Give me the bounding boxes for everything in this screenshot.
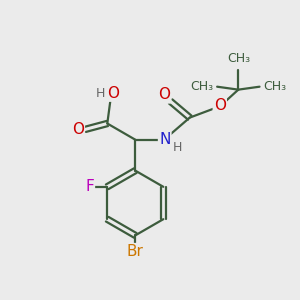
Text: H: H bbox=[172, 141, 182, 154]
Text: Br: Br bbox=[127, 244, 144, 259]
Text: O: O bbox=[214, 98, 226, 113]
Text: H: H bbox=[96, 87, 106, 100]
Text: CH₃: CH₃ bbox=[227, 52, 250, 65]
Text: O: O bbox=[72, 122, 84, 137]
Text: O: O bbox=[158, 87, 170, 102]
Text: CH₃: CH₃ bbox=[190, 80, 213, 93]
Text: CH₃: CH₃ bbox=[263, 80, 286, 93]
Text: O: O bbox=[107, 86, 119, 101]
Text: N: N bbox=[159, 132, 170, 147]
Text: F: F bbox=[85, 179, 94, 194]
